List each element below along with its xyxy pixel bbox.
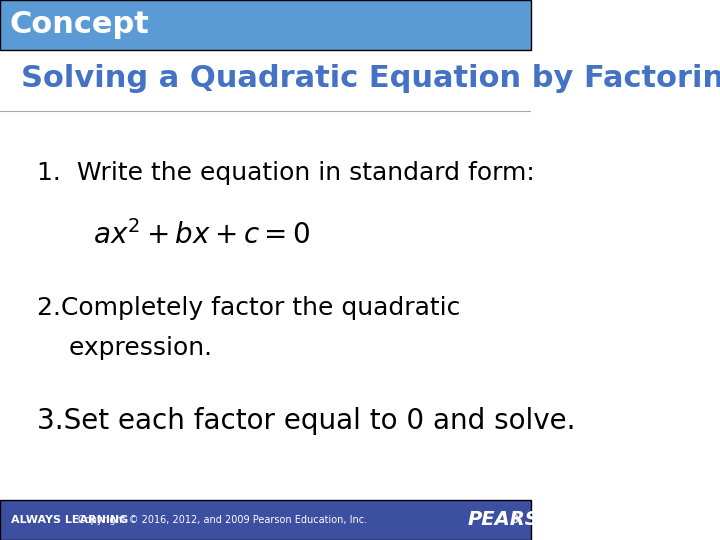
Text: 3: 3 bbox=[510, 513, 518, 526]
FancyBboxPatch shape bbox=[0, 0, 531, 50]
FancyBboxPatch shape bbox=[0, 500, 531, 540]
Text: $ax^2 + bx + c = 0$: $ax^2 + bx + c = 0$ bbox=[93, 220, 310, 250]
Text: Copyright © 2016, 2012, and 2009 Pearson Education, Inc.: Copyright © 2016, 2012, and 2009 Pearson… bbox=[78, 515, 367, 525]
Text: PEARSON: PEARSON bbox=[467, 510, 572, 529]
Text: ALWAYS LEARNING: ALWAYS LEARNING bbox=[11, 515, 128, 525]
Text: expression.: expression. bbox=[37, 336, 212, 360]
Text: Concept: Concept bbox=[9, 10, 150, 39]
Text: 1.  Write the equation in standard form:: 1. Write the equation in standard form: bbox=[37, 161, 535, 185]
Text: Solving a Quadratic Equation by Factoring: Solving a Quadratic Equation by Factorin… bbox=[21, 64, 720, 93]
Text: 3.Set each factor equal to 0 and solve.: 3.Set each factor equal to 0 and solve. bbox=[37, 407, 576, 435]
Text: 2.Completely factor the quadratic: 2.Completely factor the quadratic bbox=[37, 296, 461, 320]
